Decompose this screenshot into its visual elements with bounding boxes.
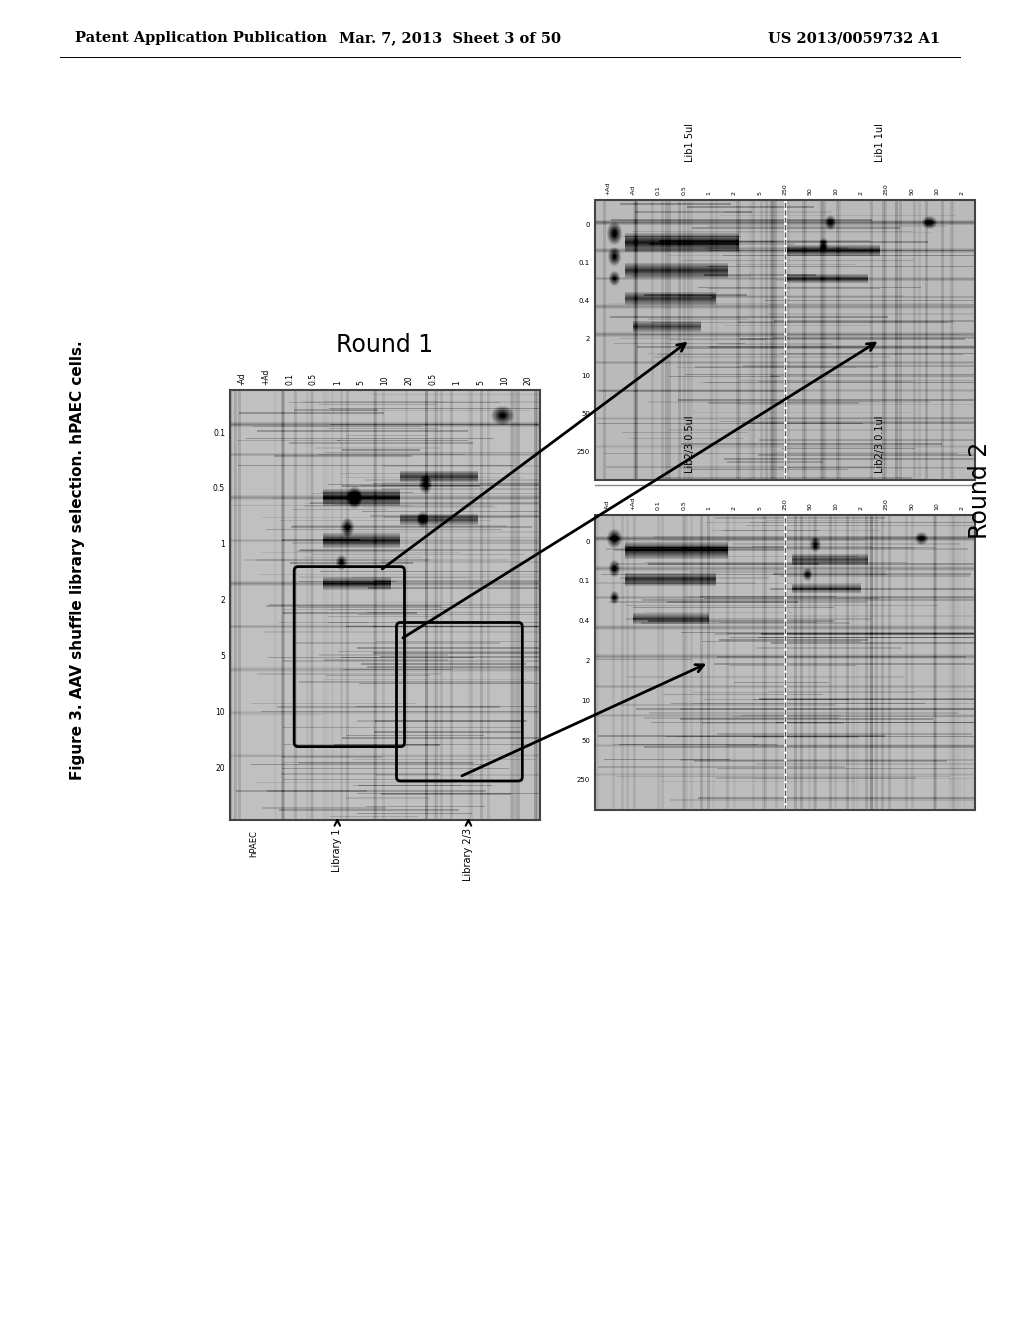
Text: 0.1: 0.1	[579, 578, 590, 585]
Text: Round 1: Round 1	[337, 333, 433, 356]
Text: Round 2: Round 2	[968, 441, 992, 539]
Text: 0.1: 0.1	[655, 500, 660, 510]
Text: 1: 1	[707, 506, 712, 510]
Text: +Ad: +Ad	[631, 496, 636, 510]
Text: 0.5: 0.5	[681, 500, 686, 510]
Text: Mar. 7, 2013  Sheet 3 of 50: Mar. 7, 2013 Sheet 3 of 50	[339, 30, 561, 45]
Text: -Ad: -Ad	[605, 500, 610, 510]
Text: 20: 20	[404, 375, 414, 385]
Text: 5: 5	[356, 380, 366, 385]
Text: 250: 250	[884, 183, 889, 195]
Text: 0.5: 0.5	[309, 372, 318, 385]
Text: 0.1: 0.1	[213, 429, 225, 437]
Text: 5: 5	[757, 506, 762, 510]
Bar	[595, 201, 975, 480]
Text: Lib2/3 0.5ul: Lib2/3 0.5ul	[685, 416, 695, 473]
Text: 5: 5	[220, 652, 225, 661]
Text: Figure 3. AAV shuffle library selection. hPAEC cells.: Figure 3. AAV shuffle library selection.…	[71, 341, 85, 780]
Bar	[595, 515, 975, 810]
Text: -Ad: -Ad	[631, 185, 636, 195]
Text: 0: 0	[586, 222, 590, 228]
Text: 0.1: 0.1	[285, 374, 294, 385]
Text: Lib2/3 0.1ul: Lib2/3 0.1ul	[874, 416, 885, 473]
Text: 0: 0	[586, 539, 590, 545]
Text: Lib1 5ul: Lib1 5ul	[685, 123, 695, 162]
Text: 0.5: 0.5	[681, 185, 686, 195]
Text: 2: 2	[858, 191, 863, 195]
Text: 0.4: 0.4	[579, 618, 590, 624]
Text: 1: 1	[220, 540, 225, 549]
Text: 0.5: 0.5	[428, 372, 437, 385]
Text: 2: 2	[586, 335, 590, 342]
Text: 50: 50	[909, 502, 914, 510]
Text: 250: 250	[884, 498, 889, 510]
Text: US 2013/0059732 A1: US 2013/0059732 A1	[768, 30, 940, 45]
Text: 50: 50	[808, 187, 813, 195]
Text: Lib1 1ul: Lib1 1ul	[874, 123, 885, 162]
Text: hPAEC: hPAEC	[250, 830, 258, 857]
Text: 0.1: 0.1	[655, 185, 660, 195]
Text: 10: 10	[834, 502, 839, 510]
Text: 10: 10	[581, 374, 590, 379]
Text: 0.5: 0.5	[213, 484, 225, 494]
Text: 2: 2	[959, 506, 965, 510]
Text: 5: 5	[757, 191, 762, 195]
Text: -Ad: -Ad	[238, 372, 247, 385]
Text: 2: 2	[220, 597, 225, 605]
Text: 1: 1	[707, 191, 712, 195]
Text: 10: 10	[935, 187, 939, 195]
Text: 2: 2	[732, 191, 737, 195]
Text: 2: 2	[732, 506, 737, 510]
Text: 10: 10	[834, 187, 839, 195]
Text: Library 2/3: Library 2/3	[464, 828, 473, 880]
Text: Patent Application Publication: Patent Application Publication	[75, 30, 327, 45]
Text: 250: 250	[577, 777, 590, 784]
Text: 250: 250	[782, 183, 787, 195]
Text: 1: 1	[333, 380, 342, 385]
Text: 10: 10	[500, 375, 509, 385]
Text: 50: 50	[582, 738, 590, 743]
Text: 0.1: 0.1	[579, 260, 590, 267]
Text: 2: 2	[586, 659, 590, 664]
Text: 10: 10	[581, 698, 590, 704]
Text: 10: 10	[935, 502, 939, 510]
Text: 250: 250	[782, 498, 787, 510]
Text: +Ad: +Ad	[605, 182, 610, 195]
Text: 50: 50	[909, 187, 914, 195]
Text: 10: 10	[215, 708, 225, 717]
Text: Library 1: Library 1	[333, 828, 342, 871]
Text: 2: 2	[959, 191, 965, 195]
Text: 50: 50	[582, 412, 590, 417]
Text: 10: 10	[381, 375, 389, 385]
Text: 5: 5	[476, 380, 485, 385]
Text: 2: 2	[858, 506, 863, 510]
Text: +Ad: +Ad	[261, 368, 270, 385]
Text: 250: 250	[577, 449, 590, 455]
Text: 50: 50	[808, 502, 813, 510]
Text: 1: 1	[452, 380, 461, 385]
Text: 20: 20	[215, 764, 225, 774]
Bar	[230, 389, 540, 820]
Text: 20: 20	[523, 375, 532, 385]
Text: 0.4: 0.4	[579, 298, 590, 304]
